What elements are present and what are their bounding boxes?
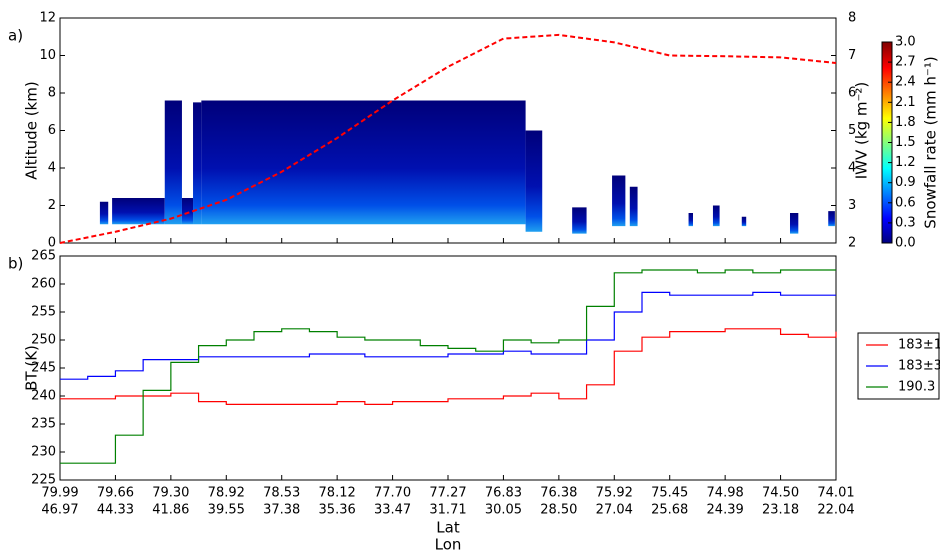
y-axis-label: BT (K) — [23, 345, 41, 391]
x-tick-label-lon: 24.39 — [707, 503, 744, 518]
series-line — [60, 328, 837, 405]
echo-block — [629, 186, 638, 227]
y-tick-label: 0 — [48, 236, 56, 251]
x-tick-label-lon: 37.38 — [263, 503, 300, 518]
series-line — [59, 33, 837, 244]
x-tick-label: 74.98 — [707, 486, 744, 501]
y2-tick-label: 6 — [848, 86, 856, 101]
y2-tick-label: 3 — [848, 198, 856, 213]
y-tick-label: 250 — [31, 333, 56, 348]
colorbar-tick-label: 0.9 — [895, 175, 916, 190]
echo-block — [688, 213, 693, 227]
panel-label: b) — [8, 255, 23, 273]
x-tick-label-lon: 23.18 — [762, 503, 799, 518]
x-tick-label-lon: 39.55 — [208, 503, 245, 518]
echo-block — [164, 100, 182, 225]
x-tick-label: 77.70 — [374, 486, 411, 501]
x-tick-label: 79.30 — [152, 486, 189, 501]
x-tick-label: 79.99 — [41, 486, 78, 501]
y2-tick-label: 2 — [848, 236, 856, 251]
x-tick-label: 78.12 — [319, 486, 356, 501]
echo-block — [612, 175, 626, 227]
x-tick-label: 75.92 — [596, 486, 633, 501]
y-tick-label: 8 — [48, 86, 56, 101]
legend-label: 190.3 — [898, 380, 935, 395]
x-tick-label-lon: 27.04 — [596, 503, 633, 518]
x-tick-label: 76.83 — [485, 486, 522, 501]
x-tick-label: 75.45 — [651, 486, 688, 501]
echo-block — [789, 213, 799, 234]
x-tick-label: 74.01 — [817, 486, 854, 501]
x-tick-label-lon: 41.86 — [152, 503, 189, 518]
colorbar-tick-label: 2.1 — [895, 95, 916, 110]
colorbar-tick-label: 2.4 — [895, 75, 916, 90]
colorbar-tick-label: 0.6 — [895, 195, 916, 210]
colorbar-tick-label: 1.8 — [895, 115, 916, 130]
x-tick-label-lon: 46.97 — [41, 503, 78, 518]
y-tick-label: 10 — [39, 48, 56, 63]
y2-axis-label: IWV (kg m⁻²) — [853, 82, 871, 180]
x-tick-label-lon: 25.68 — [651, 503, 688, 518]
y-tick-label: 225 — [31, 473, 56, 488]
y-tick-label: 230 — [31, 445, 56, 460]
colorbar-tick-label: 0.0 — [895, 236, 916, 251]
y-tick-label: 240 — [31, 389, 56, 404]
echo-block — [181, 198, 194, 225]
legend-label: 183±3 — [898, 359, 940, 374]
series-line — [60, 291, 836, 380]
x-axis-label: Lat — [436, 519, 460, 537]
plot-frame — [59, 255, 837, 481]
x-tick-label-lon: 35.36 — [319, 503, 356, 518]
echo-block — [828, 211, 835, 227]
colorbar-tick-label: 1.2 — [895, 155, 916, 170]
colorbar-tick-label: 2.7 — [895, 55, 916, 70]
echo-block — [99, 201, 109, 225]
x-tick-label: 78.92 — [208, 486, 245, 501]
series-line — [60, 269, 836, 464]
x-tick-label: 78.53 — [263, 486, 300, 501]
echo-block — [193, 102, 202, 225]
y-tick-label: 4 — [48, 161, 56, 176]
y-tick-label: 260 — [31, 277, 56, 292]
colorbar-tick-label: 3.0 — [895, 35, 916, 50]
y2-tick-label: 4 — [848, 161, 856, 176]
y-tick-label: 265 — [31, 249, 56, 264]
x-tick-label-lon: 33.47 — [374, 503, 411, 518]
y2-tick-label: 5 — [848, 123, 856, 138]
x-tick-label: 79.66 — [97, 486, 134, 501]
x-tick-label-lon: 22.04 — [817, 503, 854, 518]
echo-block — [712, 205, 720, 227]
x-tick-label-lon: 44.33 — [97, 503, 134, 518]
colorbar-tick-label: 0.3 — [895, 215, 916, 230]
y-tick-label: 255 — [31, 305, 56, 320]
y-tick-label: 6 — [48, 123, 56, 138]
echo-block — [741, 216, 747, 227]
y-axis-label: Altitude (km) — [23, 81, 41, 179]
x-tick-label-lon: 31.71 — [429, 503, 466, 518]
x-tick-label-lon: 30.05 — [485, 503, 522, 518]
echo-block — [525, 130, 543, 232]
x-tick-label: 76.38 — [540, 486, 577, 501]
y2-tick-label: 7 — [848, 48, 856, 63]
colorbar-tick-label: 1.5 — [895, 135, 916, 150]
y2-tick-label: 8 — [848, 11, 856, 26]
x-tick-label: 77.27 — [429, 486, 466, 501]
y-tick-label: 12 — [39, 11, 56, 26]
y-tick-label: 235 — [31, 417, 56, 432]
y-tick-label: 245 — [31, 361, 56, 376]
y-tick-label: 2 — [48, 198, 56, 213]
x-tick-label-lon: 28.50 — [540, 503, 577, 518]
legend-label: 183±1 — [898, 338, 940, 353]
x-tick-label: 74.50 — [762, 486, 799, 501]
panel-label: a) — [8, 27, 23, 45]
x-axis-label-2: Lon — [435, 536, 462, 554]
echo-block — [572, 207, 587, 234]
echo-block — [112, 198, 165, 225]
colorbar-label: Snowfall rate (mm h⁻¹) — [922, 56, 940, 228]
